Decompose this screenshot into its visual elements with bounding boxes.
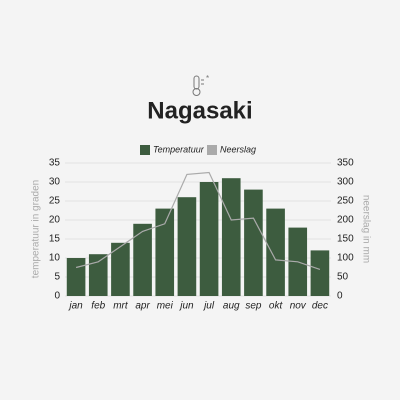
y2-axis-label: neerslag in mm <box>360 195 371 263</box>
y-tick-label: 35 <box>49 158 61 169</box>
bar <box>310 250 330 296</box>
bar <box>199 182 219 296</box>
bar <box>266 208 285 296</box>
x-tick-label: dec <box>312 301 328 312</box>
bar <box>221 178 241 296</box>
y-tick-label: 0 <box>54 291 60 302</box>
y2-tick-label: 250 <box>337 196 354 207</box>
bar <box>111 242 130 296</box>
x-tick-label: jul <box>202 301 215 312</box>
thermometer-icon: * <box>192 74 209 96</box>
x-tick-label: jun <box>178 301 194 312</box>
bar <box>244 189 263 296</box>
legend-label: Temperatuur <box>153 144 205 154</box>
line <box>75 171 321 270</box>
y-tick-label: 10 <box>49 253 61 264</box>
legend-swatch <box>140 145 150 155</box>
bar <box>177 197 197 296</box>
legend-label: Neerslag <box>220 144 256 154</box>
legend-swatch <box>207 145 217 155</box>
y2-tick-label: 50 <box>337 272 349 283</box>
y-tick-label: 15 <box>49 234 61 245</box>
x-tick-label: mei <box>157 301 174 312</box>
y-tick-label: 25 <box>49 196 61 207</box>
bar <box>133 223 152 296</box>
bar <box>66 258 86 296</box>
y2-tick-label: 0 <box>337 291 343 302</box>
y2-tick-label: 350 <box>337 158 354 169</box>
x-tick-label: okt <box>269 301 284 312</box>
bar <box>88 254 108 296</box>
x-tick-label: apr <box>135 301 150 312</box>
y2-tick-label: 100 <box>337 253 354 264</box>
y-tick-label: 30 <box>49 177 61 188</box>
x-tick-label: aug <box>223 301 240 312</box>
y2-tick-label: 300 <box>337 177 354 188</box>
chart-title: Nagasaki <box>147 97 252 124</box>
x-tick-label: nov <box>290 301 307 312</box>
y-tick-label: 5 <box>54 272 60 283</box>
y-axis-label: temperatuur in graden <box>31 180 42 278</box>
x-tick-label: mrt <box>113 301 129 312</box>
svg-text:*: * <box>206 74 209 83</box>
y-tick-label: 20 <box>49 215 61 226</box>
x-tick-label: feb <box>91 301 105 312</box>
bar <box>155 208 175 296</box>
x-tick-label: jan <box>67 301 83 312</box>
y2-tick-label: 200 <box>337 215 354 226</box>
x-tick-label: sep <box>245 301 262 312</box>
y2-tick-label: 150 <box>337 234 354 245</box>
